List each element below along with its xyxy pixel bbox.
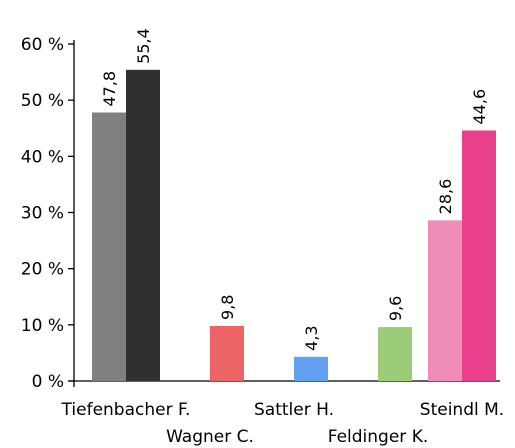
x-category-label: Feldinger K. (328, 427, 429, 447)
x-category-label: Tiefenbacher F. (61, 400, 191, 420)
y-tick-label: 50 % (21, 91, 64, 111)
y-tick-label: 30 % (21, 204, 64, 224)
bar-value-label: 9,6 (386, 296, 405, 321)
bar (462, 130, 496, 381)
bar (92, 112, 126, 382)
bar (126, 69, 160, 381)
y-tick-label: 0 % (32, 372, 64, 392)
bar-value-label: 47,8 (100, 71, 119, 107)
x-category-label: Steindl M. (420, 400, 504, 420)
y-tick-label: 10 % (21, 316, 64, 336)
bar (294, 356, 328, 381)
bar-value-label: 9,8 (218, 295, 237, 320)
bar-value-label: 28,6 (436, 179, 455, 215)
y-tick-label: 20 % (21, 260, 64, 280)
labels: 47,8 55,4 9,8 4,3 9,6 28,6 44,6 Tiefenbacher F.… (61, 28, 505, 447)
bars (92, 69, 496, 382)
x-category-label: Wagner C. (166, 427, 254, 447)
bar (378, 327, 412, 381)
bar-value-label: 55,4 (134, 28, 153, 64)
bar-value-label: 4,3 (302, 325, 321, 350)
bar (428, 220, 462, 381)
x-category-label: Sattler H. (254, 400, 334, 420)
y-tick-label: 60 % (21, 35, 64, 55)
bar (210, 325, 244, 381)
y-tick-label: 40 % (21, 147, 64, 167)
bar-value-label: 44,6 (470, 89, 489, 125)
